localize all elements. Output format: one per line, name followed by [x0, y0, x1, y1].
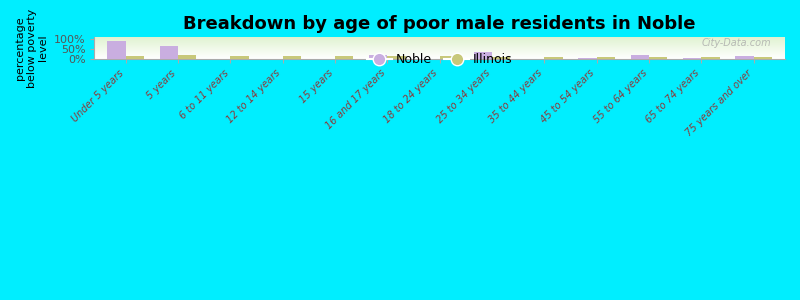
- Text: City-Data.com: City-Data.com: [702, 38, 771, 48]
- Bar: [230, 56, 249, 59]
- Bar: [474, 52, 492, 59]
- Bar: [630, 55, 649, 59]
- Bar: [544, 57, 562, 59]
- Bar: [126, 56, 144, 59]
- Bar: [107, 41, 126, 59]
- Title: Breakdown by age of poor male residents in Noble: Breakdown by age of poor male residents …: [183, 15, 696, 33]
- Y-axis label: percentage
below poverty
level: percentage below poverty level: [15, 8, 48, 88]
- Bar: [597, 57, 615, 59]
- Bar: [160, 46, 178, 59]
- Bar: [335, 56, 354, 59]
- Bar: [492, 57, 510, 59]
- Bar: [735, 56, 754, 59]
- Bar: [440, 56, 458, 59]
- Bar: [702, 57, 720, 59]
- Bar: [282, 56, 301, 59]
- Bar: [387, 56, 406, 59]
- Bar: [369, 55, 387, 59]
- Bar: [683, 58, 702, 59]
- Bar: [754, 57, 772, 59]
- Bar: [578, 58, 597, 59]
- Legend: Noble, Illinois: Noble, Illinois: [362, 48, 518, 71]
- Bar: [178, 55, 197, 59]
- Bar: [649, 57, 667, 59]
